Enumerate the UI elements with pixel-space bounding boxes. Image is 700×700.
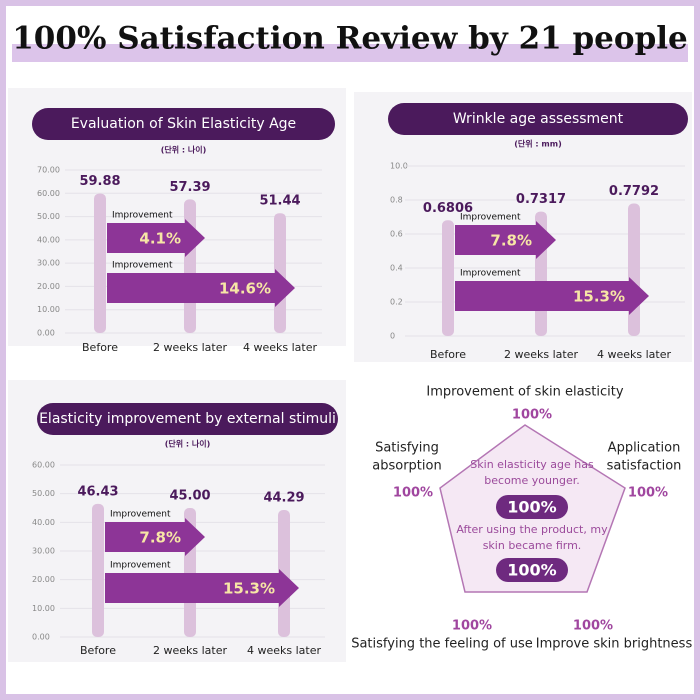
x-tick-label: 4 weeks later <box>247 644 322 657</box>
improvement-arrow <box>107 219 205 257</box>
arrow-label: Improvement <box>110 510 171 520</box>
chart-title: Evaluation of Skin Elasticity Age <box>71 116 296 132</box>
y-tick-label: 0.8 <box>390 196 403 205</box>
value-label: 0.7792 <box>609 184 659 199</box>
y-tick-label: 0.00 <box>32 633 50 642</box>
axis-value: 100% <box>512 408 552 423</box>
y-tick-label: 30.00 <box>37 259 60 268</box>
chart-title: Elasticity improvement by external stimu… <box>39 411 336 427</box>
bar <box>94 193 106 333</box>
x-tick-label: 2 weeks later <box>153 341 228 354</box>
arrow-label: Improvement <box>112 261 173 271</box>
axis-label: absorption <box>372 459 441 474</box>
arrow-label: Improvement <box>460 213 521 223</box>
improvement-arrow <box>107 269 295 307</box>
value-label: 51.44 <box>259 194 300 209</box>
y-tick-label: 0.00 <box>37 329 55 338</box>
axis-label: Satisfying <box>375 441 439 456</box>
x-tick-label: 2 weeks later <box>153 644 228 657</box>
axis-label: Application <box>608 441 681 456</box>
value-label: 0.6806 <box>423 201 473 216</box>
value-label: 59.88 <box>79 174 120 189</box>
arrow-label: Improvement <box>112 211 173 221</box>
statement: skin became firm. <box>483 539 582 552</box>
axis-value: 100% <box>393 486 433 501</box>
y-tick-label: 30.00 <box>32 547 55 556</box>
axis-value: 100% <box>628 486 668 501</box>
bar <box>184 199 196 333</box>
axis-value: 100% <box>452 619 492 634</box>
arrow-value: 15.3% <box>223 580 275 598</box>
value-label: 0.7317 <box>516 192 566 207</box>
improvement-arrow <box>105 569 299 607</box>
improvement-arrow <box>455 221 556 259</box>
y-tick-label: 10.0 <box>390 162 408 171</box>
y-tick-label: 0.2 <box>390 298 403 307</box>
value-label: 46.43 <box>77 484 118 499</box>
arrow-value: 15.3% <box>573 288 625 306</box>
y-tick-label: 10.00 <box>32 604 55 613</box>
improvement-arrow <box>105 518 205 556</box>
y-tick-label: 60.00 <box>37 189 60 198</box>
value-pill <box>496 558 568 582</box>
chart-title: Wrinkle age assessment <box>453 111 624 127</box>
title-pill <box>37 403 338 435</box>
arrow-value: 4.1% <box>139 230 181 248</box>
y-tick-label: 40.00 <box>32 518 55 527</box>
chart-subtitle: (단위 : mm) <box>514 139 561 149</box>
y-tick-label: 60.00 <box>32 461 55 470</box>
statement: After using the product, my <box>456 523 608 536</box>
y-tick-label: 40.00 <box>37 235 60 244</box>
page-title: 100% Satisfaction Review by 21 people <box>12 21 688 57</box>
y-tick-label: 0.6 <box>390 230 403 239</box>
value-label: 57.39 <box>169 180 210 195</box>
arrow-label: Improvement <box>460 269 521 279</box>
x-tick-label: 2 weeks later <box>504 348 579 361</box>
statement-value: 100% <box>507 498 556 517</box>
x-tick-label: Before <box>80 644 116 657</box>
y-tick-label: 20.00 <box>37 282 60 291</box>
y-tick-label: 10.00 <box>37 305 60 314</box>
bar <box>92 503 104 637</box>
title-pill <box>32 108 335 140</box>
axis-label: Improvement of skin elasticity <box>426 385 623 400</box>
arrow-value: 14.6% <box>219 280 271 298</box>
statement: become younger. <box>484 474 579 487</box>
axis-label: satisfaction <box>607 459 682 474</box>
arrow-value: 7.8% <box>490 232 532 250</box>
bar <box>278 510 290 637</box>
arrow-label: Improvement <box>110 561 171 571</box>
value-label: 45.00 <box>169 489 210 504</box>
axis-label: Improve skin brightness <box>536 637 693 652</box>
title-pill <box>388 103 688 135</box>
y-tick-label: 0.4 <box>390 264 403 273</box>
axis-label: Satisfying the feeling of use <box>351 637 533 652</box>
value-pill <box>496 495 568 519</box>
y-tick-label: 50.00 <box>32 489 55 498</box>
bar <box>628 203 640 336</box>
arrow-value: 7.8% <box>139 529 181 547</box>
improvement-arrow <box>455 277 649 315</box>
x-tick-label: Before <box>430 348 466 361</box>
y-tick-label: 20.00 <box>32 575 55 584</box>
title-highlight <box>12 44 688 62</box>
statement: Skin elasticity age has <box>470 458 594 471</box>
chart-subtitle: (단위 : 나이) <box>165 439 211 449</box>
bar <box>442 220 454 336</box>
y-tick-label: 50.00 <box>37 212 60 221</box>
x-tick-label: 4 weeks later <box>243 341 318 354</box>
statement-value: 100% <box>507 561 556 580</box>
x-tick-label: Before <box>82 341 118 354</box>
value-label: 44.29 <box>263 491 304 506</box>
axis-value: 100% <box>573 619 613 634</box>
y-tick-label: 0 <box>390 332 395 341</box>
x-tick-label: 4 weeks later <box>597 348 672 361</box>
chart-subtitle: (단위 : 나이) <box>161 145 207 155</box>
y-tick-label: 70.00 <box>37 166 60 175</box>
